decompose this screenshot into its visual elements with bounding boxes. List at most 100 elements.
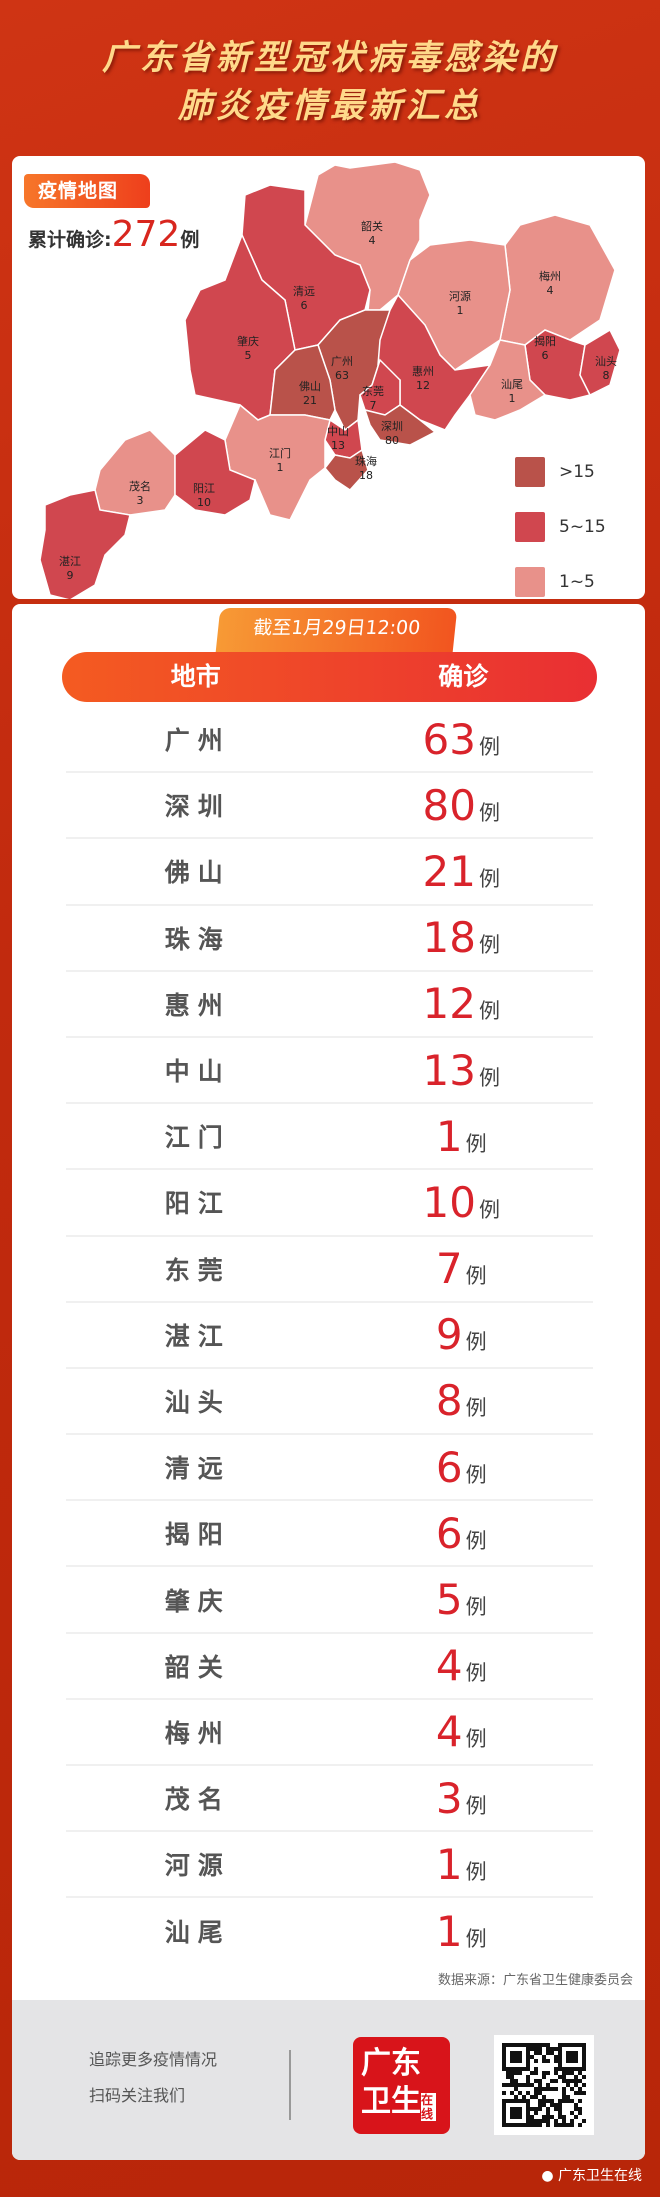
city-name: 茂名 — [164, 1785, 231, 1815]
region-15 — [324, 448, 369, 491]
wechat-icon: ● — [541, 2168, 554, 2184]
city-name: 揭阳 — [164, 1520, 231, 1550]
total-confirmed: 累计确诊:272例 — [28, 214, 200, 255]
table-row: 珠海 18 例 — [66, 906, 593, 972]
table-row: 茂名 3 例 — [66, 1766, 593, 1833]
date-tab: 截至1月29日12:00 — [215, 608, 458, 652]
total-value: 272 — [111, 214, 181, 255]
region-label: 揭阳 — [534, 334, 556, 348]
region-value: 18 — [359, 469, 373, 482]
divider — [289, 2050, 291, 2120]
region-label: 佛山 — [299, 380, 321, 393]
legend-swatch — [515, 567, 545, 597]
city-name: 清远 — [164, 1454, 231, 1484]
city-name: 东莞 — [164, 1255, 231, 1285]
region-value: 4 — [547, 284, 554, 297]
confirmed-count: 21 例 — [422, 846, 500, 896]
header-city: 地市 — [170, 662, 221, 691]
region-value: 80 — [385, 434, 399, 447]
region-label: 梅州 — [539, 269, 561, 283]
table-row: 韶关 4 例 — [66, 1634, 593, 1700]
legend-item: >15 — [515, 456, 606, 488]
region-label: 东莞 — [362, 385, 384, 398]
city-name: 河源 — [164, 1851, 231, 1881]
region-value: 63 — [335, 369, 349, 382]
city-name: 阳江 — [164, 1189, 231, 1219]
region-label: 中山 — [327, 425, 349, 438]
table-row: 肇庆 5 例 — [66, 1567, 593, 1634]
region-value: 6 — [542, 349, 549, 362]
city-name: 深圳 — [164, 792, 231, 822]
table-row: 东莞 7 例 — [66, 1237, 593, 1303]
region-13 — [363, 404, 437, 446]
table-row: 佛山 21 例 — [66, 839, 593, 906]
table-row: 惠州 12 例 — [66, 972, 593, 1038]
confirmed-count: 13 例 — [422, 1045, 500, 1095]
region-label: 韶关 — [361, 219, 383, 233]
table-row: 深圳 80 例 — [66, 773, 593, 840]
city-name: 梅州 — [164, 1718, 231, 1748]
table-header: 地市 确诊 — [62, 652, 597, 702]
city-name: 汕头 — [164, 1387, 231, 1417]
city-name: 中山 — [164, 1057, 231, 1087]
table-body: 广州 63 例深圳 80 例佛山 21 例珠海 18 例惠州 12 例中山 13 例江门 1 例阳江 10 例东… — [66, 707, 593, 1965]
region-value: 4 — [369, 234, 376, 247]
region-label: 惠州 — [412, 364, 434, 378]
region-value: 10 — [197, 496, 211, 509]
qr-code[interactable] — [494, 2035, 594, 2135]
region-label: 肇庆 — [237, 334, 259, 348]
region-18 — [39, 489, 131, 599]
region-value: 21 — [303, 394, 317, 407]
region-label: 汕头 — [595, 355, 617, 368]
table-row: 中山 13 例 — [66, 1038, 593, 1105]
region-value: 8 — [603, 369, 610, 382]
legend-item: 5~15 — [515, 511, 606, 543]
table-row: 广州 63 例 — [66, 707, 593, 774]
table-row: 湛江 9 例 — [66, 1303, 593, 1369]
table-row: 阳江 10 例 — [66, 1170, 593, 1237]
city-name: 湛江 — [164, 1321, 231, 1351]
region-value: 13 — [331, 439, 345, 452]
city-name: 珠海 — [164, 924, 231, 954]
confirmed-count: 18 例 — [422, 913, 500, 963]
legend-swatch — [515, 512, 545, 542]
region-label: 阳江 — [193, 482, 215, 495]
region-label: 河源 — [449, 289, 471, 303]
region-label: 湛江 — [59, 555, 81, 568]
table-row: 揭阳 6 例 — [66, 1501, 593, 1568]
confirmed-count: 12 例 — [422, 979, 500, 1029]
confirmed-count: 63 例 — [422, 714, 500, 764]
region-17 — [174, 429, 256, 516]
region-label: 广州 — [331, 355, 353, 368]
region-label: 汕尾 — [501, 378, 523, 391]
legend-item: 1~5 — [515, 566, 606, 598]
table-row: 江门 1 例 — [66, 1104, 593, 1171]
confirmed-count: 80 例 — [422, 780, 500, 830]
data-source: 数据来源：广东省卫生健康委员会 — [437, 1973, 633, 1988]
epidemic-map-card: 韶关 4 梅州 4 河源 1 清远 6 肇庆 5 广州 63 揭阳 6 汕头 8 惠州 12 佛山 21 东莞 7 汕尾 1 中… — [12, 156, 645, 599]
region-value: 9 — [67, 569, 74, 582]
city-name: 韶关 — [164, 1652, 231, 1682]
region-16 — [94, 429, 176, 516]
table-row: 清远 6 例 — [66, 1435, 593, 1502]
table-row: 汕尾 1 例 — [66, 1898, 593, 1964]
table-row: 汕头 8 例 — [66, 1369, 593, 1436]
region-value: 7 — [370, 399, 377, 412]
region-11 — [469, 339, 547, 421]
table-row: 梅州 4 例 — [66, 1700, 593, 1766]
region-value: 6 — [301, 299, 308, 312]
legend-swatch — [515, 457, 545, 487]
region-label: 茂名 — [129, 479, 151, 493]
city-name: 惠州 — [164, 990, 231, 1020]
city-name: 江门 — [164, 1123, 231, 1153]
